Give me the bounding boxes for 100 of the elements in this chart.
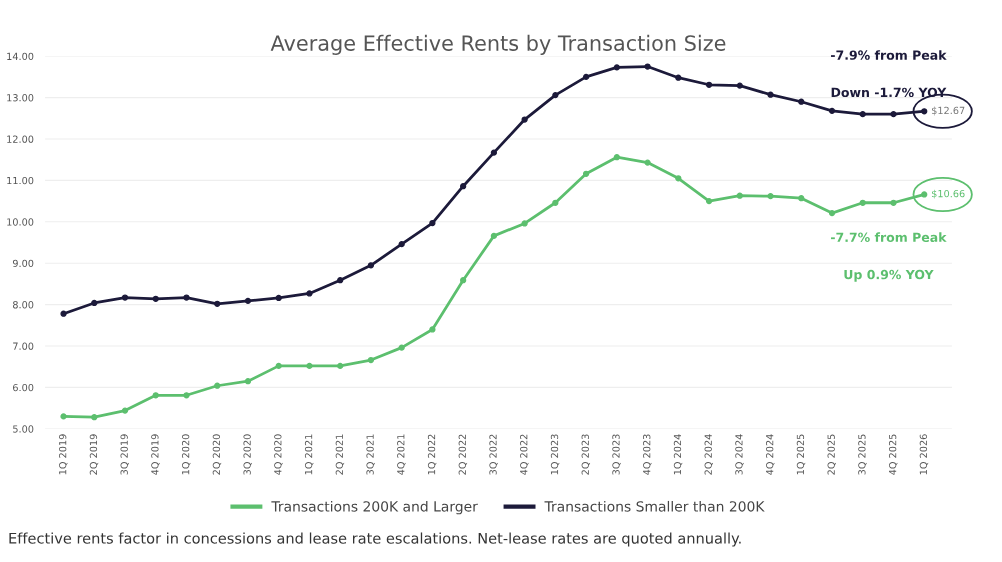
point [91, 414, 98, 421]
annotation: Up 0.9% YOY [844, 269, 934, 282]
x-tick-label: 3Q 2022 [489, 434, 498, 475]
legend-label: Transactions 200K and Larger [271, 500, 478, 515]
point [613, 64, 620, 71]
point [736, 192, 743, 199]
point [798, 98, 805, 105]
x-tick-label: 2Q 2022 [458, 434, 468, 475]
point [91, 299, 98, 307]
point [275, 294, 282, 302]
x-tick-label: 2Q 2025 [827, 434, 836, 475]
x-tick-label: 1Q 2024 [673, 434, 683, 475]
x-tick-label: 3Q 2021 [366, 434, 375, 475]
point [121, 407, 129, 414]
y-tick-label: 10.00 [7, 218, 34, 226]
y-tick-label: 7.00 [13, 342, 34, 350]
x-tick-label: 1Q 2025 [796, 434, 806, 475]
point [582, 170, 590, 177]
point [398, 344, 405, 351]
point [214, 300, 221, 307]
x-tick-label: 1Q 2022 [427, 434, 437, 475]
annotation: $12.67 [931, 106, 965, 116]
x-tick-label: 1Q 2021 [304, 434, 314, 475]
x-tick-label: 3Q 2024 [735, 434, 744, 475]
annotation: -7.9% from Peak [831, 50, 947, 60]
point [705, 197, 713, 205]
point [921, 108, 928, 115]
point [736, 82, 743, 89]
y-tick-label: 13.00 [7, 94, 34, 102]
point [460, 183, 467, 190]
point [490, 232, 498, 240]
point [890, 111, 897, 118]
point [244, 297, 252, 305]
x-tick-label: 3Q 2019 [120, 434, 129, 475]
point [306, 290, 313, 297]
x-tick-label: 1Q 2023 [550, 434, 560, 475]
y-tick-label: 14.00 [7, 52, 34, 61]
x-tick-label: 3Q 2025 [858, 434, 867, 475]
point [644, 63, 651, 70]
point [398, 241, 405, 248]
point [613, 154, 620, 161]
point [152, 295, 159, 302]
x-tick-label: 3Q 2023 [612, 434, 621, 475]
y-tick-label: 8.00 [12, 301, 34, 309]
x-tick-label: 2Q 2021 [335, 434, 345, 475]
point [798, 195, 805, 202]
point [337, 362, 344, 370]
x-tick-label: 1Q 2019 [59, 434, 68, 475]
point [705, 81, 713, 88]
point [921, 191, 928, 198]
point [429, 326, 436, 333]
annotation: $10.66 [931, 189, 965, 199]
x-tick-label: 1Q 2026 [919, 434, 929, 475]
point [214, 382, 221, 389]
x-tick-label: 4Q 2025 [888, 434, 898, 475]
chart-title: Average Effective Rents by Transaction Size [270, 34, 726, 55]
point [552, 199, 559, 206]
point [275, 362, 282, 370]
x-tick-label: 4Q 2023 [643, 434, 652, 475]
point [767, 193, 774, 200]
point [367, 262, 375, 269]
x-tick-label: 2Q 2020 [212, 434, 222, 475]
text: Effective rents factor in concessions and lease rate escalations. Net-lease rates are quoted annually. [9, 532, 741, 547]
point [460, 277, 467, 284]
point [828, 209, 836, 217]
x-tick-label: 4Q 2020 [274, 434, 283, 475]
point [429, 219, 436, 227]
point [490, 149, 498, 156]
point [121, 294, 129, 301]
y-tick-label: 5.00 [13, 425, 34, 433]
x-tick-label: 4Q 2022 [520, 434, 529, 475]
point [306, 362, 313, 370]
point [859, 111, 866, 118]
point [60, 413, 67, 420]
point [859, 199, 866, 206]
point [552, 91, 559, 99]
point [244, 378, 252, 385]
y-tick-label: 11.00 [7, 176, 34, 185]
point [521, 220, 528, 227]
x-tick-label: 2Q 2019 [89, 434, 99, 475]
point [521, 116, 528, 123]
x-tick-label: 4Q 2021 [397, 434, 406, 475]
y-tick-label: 12.00 [7, 135, 34, 143]
y-tick-label: 6.00 [13, 383, 34, 392]
x-tick-label: 4Q 2019 [151, 434, 160, 475]
x-tick-label: 3Q 2020 [243, 434, 252, 475]
y-tick-label: 9.00 [12, 259, 34, 268]
point [152, 392, 159, 399]
point [828, 107, 836, 114]
x-tick-label: 4Q 2024 [766, 434, 775, 475]
annotation: -7.7% from Peak [831, 232, 947, 243]
x-tick-label: 1Q 2020 [181, 434, 191, 475]
point [582, 73, 590, 81]
point [183, 294, 190, 301]
point [675, 175, 682, 182]
legend-label: Transactions Smaller than 200K [544, 500, 765, 512]
point [675, 74, 682, 81]
point [890, 199, 897, 206]
point [60, 310, 67, 317]
x-tick-label: 2Q 2023 [581, 434, 591, 475]
